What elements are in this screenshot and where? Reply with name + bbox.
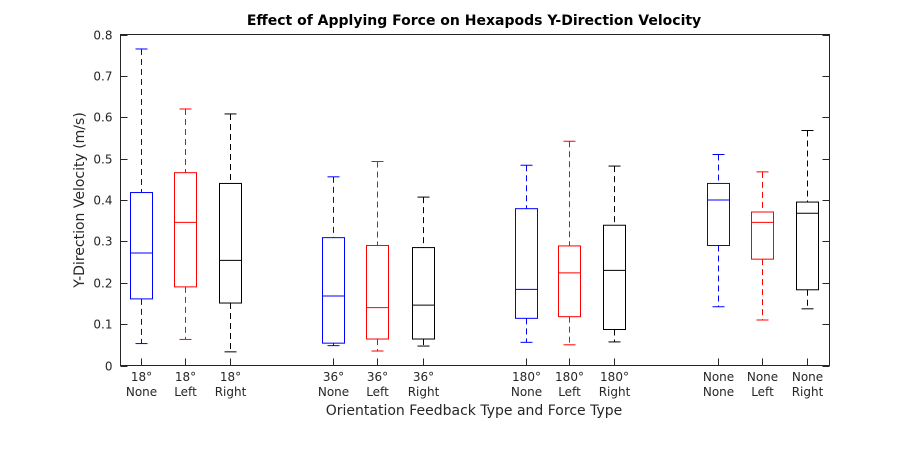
- y-tick-label: 0.5: [93, 153, 112, 167]
- y-tick-label: 0.7: [93, 70, 112, 84]
- box-10: [707, 153, 730, 308]
- box-12: [796, 129, 819, 310]
- box-iqr: [412, 247, 435, 340]
- x-tick-label-bottom: Right: [215, 385, 247, 399]
- box-iqr: [603, 224, 626, 331]
- box-iqr: [751, 211, 774, 260]
- x-tick-label-top: 18°: [131, 370, 152, 384]
- x-tick-label-top: 180°: [512, 370, 541, 384]
- y-tick-label: 0.8: [93, 29, 112, 43]
- y-tick-label: 0.1: [93, 318, 112, 332]
- box-iqr: [515, 208, 538, 319]
- box-iqr: [366, 245, 389, 340]
- y-axis: 0 0.1 0.2 0.3 0.4 0.5 0.6 0.7 0.8: [93, 29, 830, 374]
- x-axis-title: Orientation Feedback Type and Force Type: [326, 403, 623, 419]
- y-tick-label: 0.3: [93, 235, 112, 249]
- box-iqr: [219, 182, 242, 304]
- box-2: [174, 108, 197, 340]
- box-3: [219, 113, 242, 353]
- box-iqr: [322, 237, 345, 344]
- x-tick-label-bottom: Left: [174, 385, 197, 399]
- x-tick-label-bottom: Right: [599, 385, 631, 399]
- x-tick-label-bottom: None: [703, 385, 734, 399]
- box-1: [130, 48, 153, 345]
- box-iqr: [796, 201, 819, 291]
- x-tick-label-bottom: Left: [558, 385, 581, 399]
- box-5: [366, 161, 389, 352]
- x-tick-label-bottom: None: [511, 385, 542, 399]
- x-tick-label-bottom: Right: [408, 385, 440, 399]
- box-4: [322, 176, 345, 347]
- y-tick-label: 0.6: [93, 111, 112, 125]
- box-9: [603, 165, 626, 343]
- box-iqr: [558, 245, 581, 318]
- y-tick-label: 0.4: [93, 194, 112, 208]
- box-7: [515, 164, 538, 343]
- x-tick-label-bottom: Left: [751, 385, 774, 399]
- y-axis-title: Y-Direction Velocity (m/s): [72, 112, 88, 289]
- x-tick-label-top: 36°: [413, 370, 434, 384]
- x-tick-label-top: None: [747, 370, 778, 384]
- x-tick-label-top: 180°: [555, 370, 584, 384]
- box-11: [751, 171, 774, 321]
- x-tick-label-top: 180°: [600, 370, 629, 384]
- x-tick-label-top: 18°: [175, 370, 196, 384]
- x-tick-label-top: None: [792, 370, 823, 384]
- x-tick-label-top: None: [703, 370, 734, 384]
- box-8: [558, 140, 581, 346]
- boxes-layer: [130, 48, 819, 353]
- y-tick-label: 0: [105, 360, 113, 374]
- x-tick-label-bottom: None: [318, 385, 349, 399]
- box-iqr: [130, 192, 153, 300]
- x-tick-label-bottom: Right: [792, 385, 824, 399]
- x-tick-label-bottom: None: [126, 385, 157, 399]
- x-tick-label-top: 18°: [220, 370, 241, 384]
- box-iqr: [707, 182, 730, 247]
- x-tick-label-bottom: Left: [366, 385, 389, 399]
- box-6: [412, 196, 435, 347]
- y-tick-label: 0.2: [93, 277, 112, 291]
- x-tick-label-top: 36°: [323, 370, 344, 384]
- chart-title: Effect of Applying Force on Hexapods Y-D…: [247, 13, 701, 29]
- box-iqr: [174, 172, 197, 288]
- x-axis: 18°None18°Left18°Right36°None36°Left36°R…: [126, 358, 824, 399]
- x-tick-label-top: 36°: [367, 370, 388, 384]
